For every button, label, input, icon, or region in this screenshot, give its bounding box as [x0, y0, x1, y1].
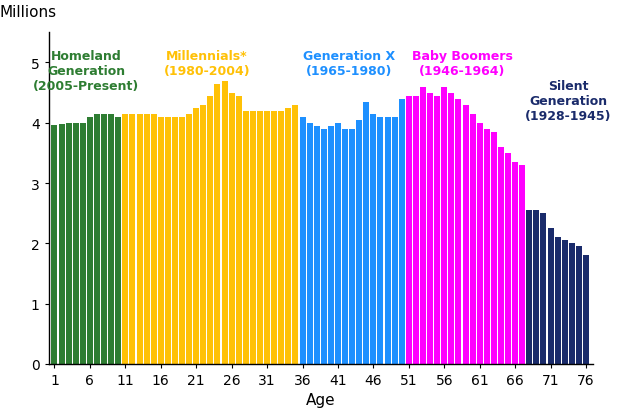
Bar [463, 105, 469, 364]
Bar [144, 114, 149, 364]
Bar [179, 117, 185, 364]
Bar [342, 129, 348, 364]
Bar [562, 241, 568, 364]
Bar [441, 88, 447, 364]
Bar [73, 123, 79, 364]
Bar [299, 117, 306, 364]
Bar [533, 211, 539, 364]
Bar [434, 96, 440, 364]
Bar [420, 88, 426, 364]
Bar [427, 93, 433, 364]
X-axis label: Age: Age [306, 392, 336, 408]
Bar [456, 100, 461, 364]
Bar [576, 247, 582, 364]
Bar [484, 129, 490, 364]
Bar [157, 117, 164, 364]
Bar [519, 166, 525, 364]
Text: Generation X
(1965-1980): Generation X (1965-1980) [303, 50, 395, 78]
Bar [491, 133, 497, 364]
Bar [314, 126, 320, 364]
Bar [243, 112, 249, 364]
Bar [80, 123, 86, 364]
Bar [512, 163, 518, 364]
Bar [363, 102, 370, 364]
Bar [498, 147, 504, 364]
Bar [378, 117, 384, 364]
Bar [200, 105, 206, 364]
Bar [207, 96, 213, 364]
Bar [356, 121, 362, 364]
Bar [172, 117, 178, 364]
Bar [399, 100, 405, 364]
Bar [384, 117, 391, 364]
Bar [413, 96, 419, 364]
Bar [583, 256, 589, 364]
Bar [448, 93, 454, 364]
Bar [250, 112, 256, 364]
Bar [328, 126, 334, 364]
Bar [108, 114, 114, 364]
Bar [469, 114, 476, 364]
Bar [278, 112, 285, 364]
Bar [555, 238, 560, 364]
Bar [526, 211, 533, 364]
Bar [293, 105, 298, 364]
Bar [215, 84, 221, 364]
Text: Homeland
Generation
(2005-Present): Homeland Generation (2005-Present) [33, 50, 140, 93]
Bar [165, 117, 171, 364]
Bar [115, 117, 122, 364]
Bar [58, 125, 64, 364]
Bar [505, 154, 511, 364]
Bar [370, 114, 376, 364]
Bar [130, 114, 135, 364]
Bar [307, 123, 312, 364]
Bar [193, 108, 199, 364]
Bar [257, 112, 263, 364]
Bar [547, 229, 554, 364]
Bar [136, 114, 143, 364]
Bar [236, 96, 242, 364]
Bar [541, 214, 546, 364]
Bar [285, 108, 291, 364]
Text: Millennials*
(1980-2004): Millennials* (1980-2004) [164, 50, 250, 78]
Text: Baby Boomers
(1946-1964): Baby Boomers (1946-1964) [412, 50, 512, 78]
Bar [477, 123, 483, 364]
Bar [186, 114, 192, 364]
Bar [51, 125, 58, 364]
Bar [271, 112, 277, 364]
Bar [221, 81, 228, 364]
Bar [94, 114, 100, 364]
Bar [66, 123, 72, 364]
Bar [101, 114, 107, 364]
Text: Silent
Generation
(1928-1945): Silent Generation (1928-1945) [525, 80, 611, 123]
Bar [335, 123, 341, 364]
Bar [321, 129, 327, 364]
Bar [151, 114, 157, 364]
Bar [87, 117, 93, 364]
Bar [229, 93, 234, 364]
Bar [392, 117, 397, 364]
Bar [264, 112, 270, 364]
Bar [349, 129, 355, 364]
Text: Millions: Millions [0, 5, 57, 20]
Bar [122, 114, 128, 364]
Bar [406, 96, 412, 364]
Bar [569, 244, 575, 364]
